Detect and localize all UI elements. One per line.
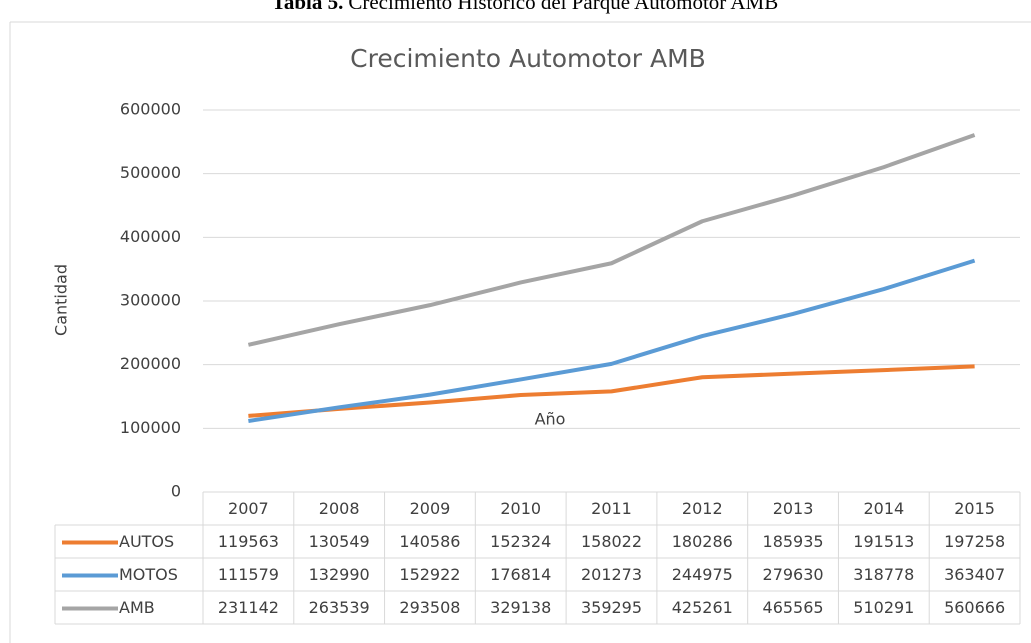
x-tick-label: 2009 bbox=[410, 499, 451, 518]
table-value: 244975 bbox=[672, 565, 733, 584]
table-value: 279630 bbox=[763, 565, 824, 584]
x-tick-label: 2008 bbox=[319, 499, 360, 518]
line bbox=[248, 258, 976, 423]
y-tick-label: 500000 bbox=[120, 163, 181, 182]
table-value: 119563 bbox=[218, 532, 279, 551]
table-value: 359295 bbox=[581, 598, 642, 617]
table-value: 140586 bbox=[399, 532, 460, 551]
x-tick-label: 2010 bbox=[500, 499, 541, 518]
table-value: 180286 bbox=[672, 532, 733, 551]
table-value: 560666 bbox=[944, 598, 1005, 617]
caption: Tabla 5. Crecimiento Histórico del Parque… bbox=[272, 0, 778, 14]
caption-text: Crecimiento Histórico del Parque Automot… bbox=[348, 0, 778, 14]
x-tick-label: 2007 bbox=[228, 499, 269, 518]
chart-title: Crecimiento Automotor AMB bbox=[350, 44, 706, 73]
table-value: 329138 bbox=[490, 598, 551, 617]
legend-label: MOTOS bbox=[119, 565, 178, 584]
table-value: 130549 bbox=[309, 532, 370, 551]
table-value: 465565 bbox=[763, 598, 824, 617]
table-value: 111579 bbox=[218, 565, 279, 584]
legend-label: AUTOS bbox=[119, 532, 174, 551]
y-tick-label: 300000 bbox=[120, 291, 181, 310]
x-tick-label: 2011 bbox=[591, 499, 632, 518]
y-tick-label: 100000 bbox=[120, 418, 181, 437]
y-tick-label: 200000 bbox=[120, 354, 181, 373]
table-value: 363407 bbox=[944, 565, 1005, 584]
table-value: 231142 bbox=[218, 598, 279, 617]
table-value: 318778 bbox=[853, 565, 914, 584]
x-tick-label: 2014 bbox=[863, 499, 904, 518]
line bbox=[247, 133, 976, 347]
table-value: 185935 bbox=[763, 532, 824, 551]
table-value: 510291 bbox=[853, 598, 914, 617]
table-value: 293508 bbox=[399, 598, 460, 617]
table-value: 425261 bbox=[672, 598, 733, 617]
y-tick-label: 400000 bbox=[120, 227, 181, 246]
y-axis-label: Cantidad bbox=[52, 264, 71, 336]
y-tick-label: 600000 bbox=[120, 100, 181, 119]
y-tick-label: 0 bbox=[171, 482, 181, 501]
table-value: 152324 bbox=[490, 532, 551, 551]
table-value: 132990 bbox=[309, 565, 370, 584]
caption-label: Tabla 5. bbox=[272, 0, 344, 14]
table-value: 191513 bbox=[853, 532, 914, 551]
line bbox=[248, 364, 975, 418]
table-value: 201273 bbox=[581, 565, 642, 584]
x-tick-label: 2015 bbox=[954, 499, 995, 518]
x-tick-label: 2012 bbox=[682, 499, 723, 518]
legend-label: AMB bbox=[119, 598, 155, 617]
table-value: 197258 bbox=[944, 532, 1005, 551]
table-value: 152922 bbox=[399, 565, 460, 584]
annotation: Año bbox=[535, 410, 566, 429]
table-value: 176814 bbox=[490, 565, 551, 584]
x-tick-label: 2013 bbox=[773, 499, 814, 518]
table-value: 263539 bbox=[309, 598, 370, 617]
table-value: 158022 bbox=[581, 532, 642, 551]
